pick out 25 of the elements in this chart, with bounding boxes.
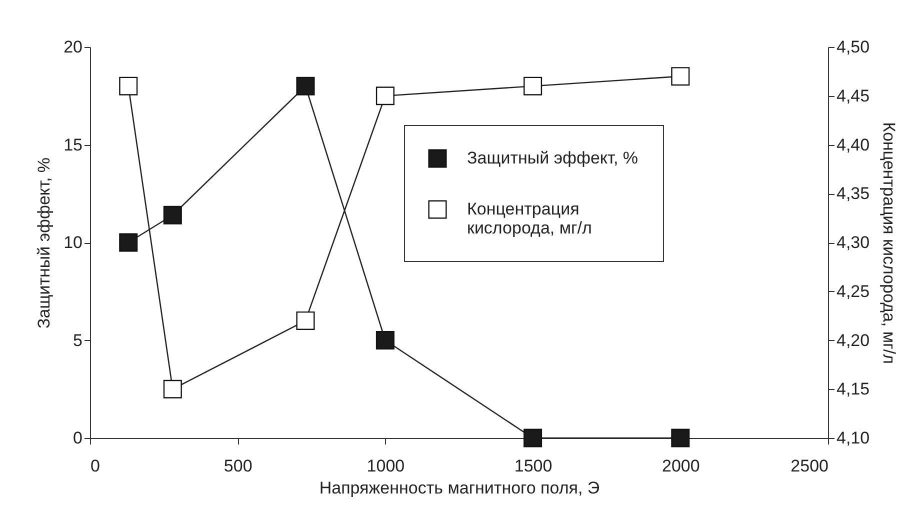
x-tick-label: 0 <box>90 456 100 476</box>
y-tick-label: 5 <box>73 330 82 350</box>
x-tick-label: 2500 <box>790 456 828 476</box>
y2-tick-label: 4,15 <box>836 380 870 399</box>
y2-tick-label: 4,40 <box>836 135 870 154</box>
y2-tick-label: 4,25 <box>836 282 870 301</box>
y2-tick-label: 4,30 <box>836 233 870 252</box>
legend-label: Защитный эффект, % <box>467 148 638 168</box>
y2-tick-label: 4,20 <box>836 330 870 350</box>
y2-tick-label: 4,10 <box>836 428 870 448</box>
y-tick-label: 15 <box>64 135 82 154</box>
y2-tick-label: 4,45 <box>836 86 870 106</box>
x-tick-label: 1000 <box>366 456 405 476</box>
x-tick-label: 2000 <box>662 456 700 476</box>
y-tick-label: 10 <box>64 233 82 252</box>
x-tick-label: 500 <box>224 456 252 476</box>
y-tick-label: 20 <box>64 38 82 56</box>
x-tick-label: 1500 <box>514 456 552 476</box>
y-axis-title: Защитный эффект, % <box>34 157 54 329</box>
y2-tick-label: 4,50 <box>836 38 870 56</box>
x-axis-title: Напряженность магнитного поля, Э <box>319 478 600 498</box>
y2-axis-title: Концентрация кислорода, мг/л <box>880 122 899 364</box>
legend-label: Концентрация кислорода, мг/л <box>467 200 592 238</box>
y2-tick-label: 4,35 <box>836 184 870 204</box>
y-tick-label: 0 <box>73 428 82 448</box>
